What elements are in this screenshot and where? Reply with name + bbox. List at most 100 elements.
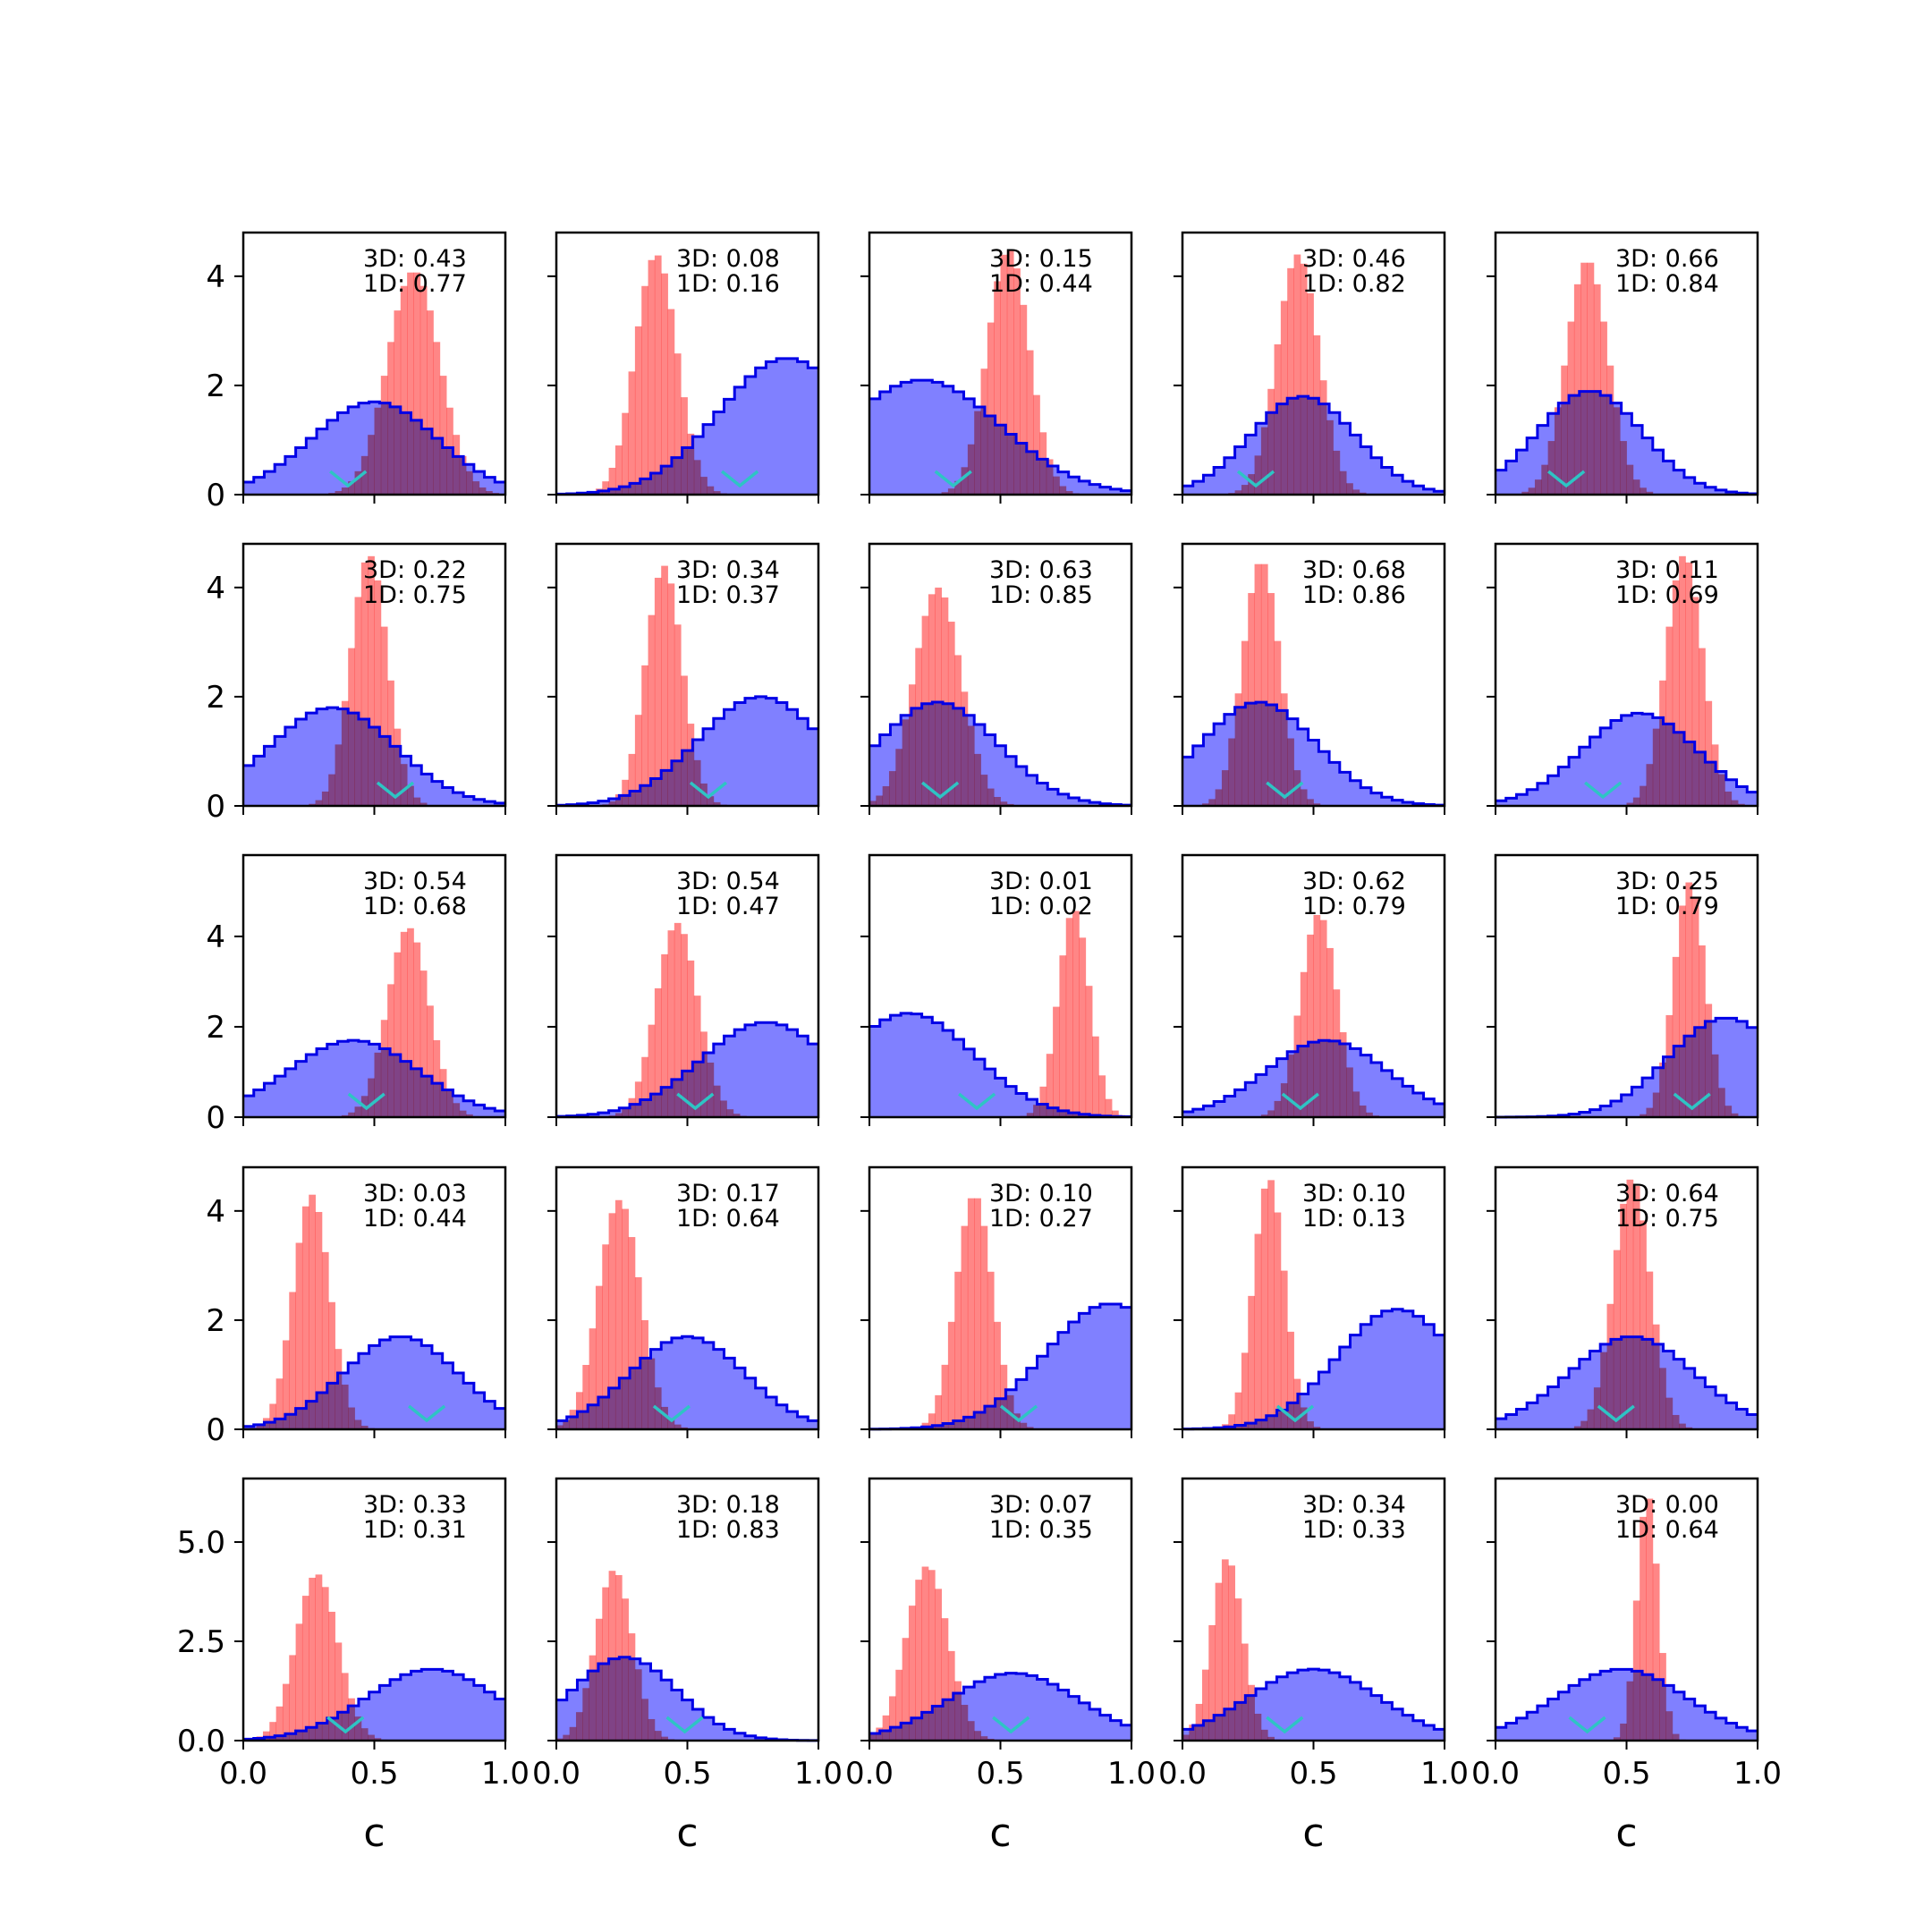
red-histogram-bar	[1065, 918, 1073, 1117]
red-histogram-bar	[380, 1020, 388, 1117]
red-histogram-bar	[869, 1734, 877, 1741]
red-histogram-bar	[1300, 1407, 1308, 1429]
red-histogram-bar	[921, 615, 929, 806]
red-histogram-bar	[1260, 564, 1268, 806]
annotation-1d: 1D: 0.79	[1302, 893, 1406, 920]
red-histogram-bar	[321, 1251, 329, 1429]
x-tick-label: 1.0	[1733, 1756, 1782, 1792]
annotation-1d: 1D: 0.84	[1615, 270, 1719, 298]
red-histogram	[328, 272, 500, 495]
annotation-1d: 1D: 0.69	[1615, 581, 1719, 609]
red-histogram-bar	[674, 624, 682, 806]
red-histogram-bar	[269, 1403, 277, 1429]
y-tick-label: 2	[206, 1010, 225, 1046]
annotation-3d: 3D: 0.08	[676, 245, 780, 273]
red-histogram-bar	[622, 412, 629, 495]
red-histogram-bar	[674, 922, 682, 1117]
annotation-3d: 3D: 0.10	[1302, 1180, 1406, 1208]
red-histogram-bar	[1319, 380, 1327, 495]
red-histogram-bar	[275, 1378, 284, 1429]
red-histogram-bar	[1366, 1112, 1373, 1117]
blue-histogram-outline	[1182, 1308, 1445, 1431]
red-histogram-bar	[1195, 1703, 1203, 1741]
annotation-1d: 1D: 0.02	[989, 893, 1093, 920]
red-histogram-bar	[1053, 476, 1060, 495]
red-histogram-bar	[348, 1407, 355, 1429]
red-histogram	[1182, 1559, 1282, 1741]
marker-chevron	[408, 1404, 446, 1423]
blue-histogram-outline	[1496, 1335, 1758, 1420]
red-histogram-bar	[1228, 1565, 1235, 1741]
x-tick-label: 0.0	[1158, 1756, 1207, 1792]
red-histogram	[341, 928, 480, 1117]
red-histogram-bar	[400, 931, 408, 1117]
red-histogram-bar	[1241, 1643, 1249, 1741]
red-histogram-bar	[693, 460, 701, 495]
red-histogram-bar	[1254, 455, 1262, 495]
blue-histogram-outline	[556, 695, 818, 807]
red-histogram-bar	[622, 779, 629, 806]
red-histogram-bar	[374, 1738, 382, 1741]
annotation-3d: 3D: 0.43	[363, 245, 467, 273]
annotation-3d: 3D: 0.64	[1615, 1180, 1719, 1208]
red-histogram-bar	[1307, 934, 1314, 1117]
red-histogram	[1228, 254, 1367, 495]
red-histogram-bar	[321, 791, 329, 806]
red-histogram-bar	[1267, 1736, 1275, 1741]
x-axis-label: c	[1302, 1810, 1324, 1856]
x-tick-label: 0.5	[1602, 1756, 1650, 1792]
red-histogram-bar	[1613, 1737, 1621, 1741]
red-histogram-bar	[713, 1085, 721, 1117]
x-axis-label: c	[1615, 1810, 1637, 1856]
red-histogram-bar	[1731, 1113, 1739, 1117]
red-histogram-bar	[394, 728, 402, 806]
red-histogram-bar	[634, 1669, 642, 1741]
red-histogram-bar	[1665, 626, 1674, 806]
red-histogram-bar	[335, 1642, 343, 1741]
red-histogram-bar	[628, 1097, 636, 1117]
red-histogram-bar	[1567, 321, 1575, 495]
red-histogram-bar	[1346, 1067, 1353, 1117]
red-histogram-bar	[987, 322, 995, 495]
red-histogram-bar	[380, 626, 388, 806]
y-tick-label: 2	[206, 369, 225, 404]
red-histogram-bar	[1254, 564, 1262, 806]
red-histogram	[250, 1194, 375, 1429]
red-histogram-bar	[1248, 1684, 1255, 1741]
x-tick-label: 1.0	[481, 1756, 530, 1792]
annotation-3d: 3D: 0.00	[1615, 1491, 1719, 1519]
red-histogram-bar	[1201, 1669, 1209, 1741]
red-histogram-bar	[1300, 789, 1308, 806]
annotation-3d: 3D: 0.54	[363, 868, 467, 895]
red-histogram-bar	[360, 562, 369, 806]
red-histogram-bar	[360, 1426, 369, 1429]
red-histogram-bar	[654, 255, 662, 495]
marker-chevron	[329, 470, 368, 488]
annotation-1d: 1D: 0.13	[1302, 1205, 1406, 1233]
red-histogram-bar	[902, 719, 910, 806]
red-histogram-bar	[707, 1062, 715, 1117]
red-histogram-bar	[1652, 1324, 1660, 1429]
red-histogram-bar	[1072, 911, 1080, 1117]
red-histogram-bar	[947, 1650, 955, 1741]
red-histogram-bar	[1359, 1106, 1367, 1117]
red-histogram-bar	[419, 802, 428, 806]
x-tick-label: 0.0	[845, 1756, 894, 1792]
red-histogram-bar	[628, 1237, 636, 1429]
blue-histogram-fill	[243, 1669, 505, 1741]
red-histogram-bar	[413, 797, 421, 806]
red-histogram-bar	[354, 1716, 362, 1741]
red-histogram-bar	[1626, 1681, 1634, 1741]
red-histogram-bar	[466, 1114, 473, 1117]
red-histogram-bar	[1293, 1015, 1301, 1117]
red-histogram-bar	[354, 597, 362, 806]
red-histogram-bar	[935, 1589, 942, 1741]
annotation-3d: 3D: 0.34	[1302, 1491, 1406, 1519]
red-histogram-bar	[720, 1100, 727, 1117]
red-histogram-bar	[328, 1301, 335, 1429]
red-histogram-bar	[1679, 1423, 1686, 1429]
red-histogram-bar	[681, 675, 688, 806]
